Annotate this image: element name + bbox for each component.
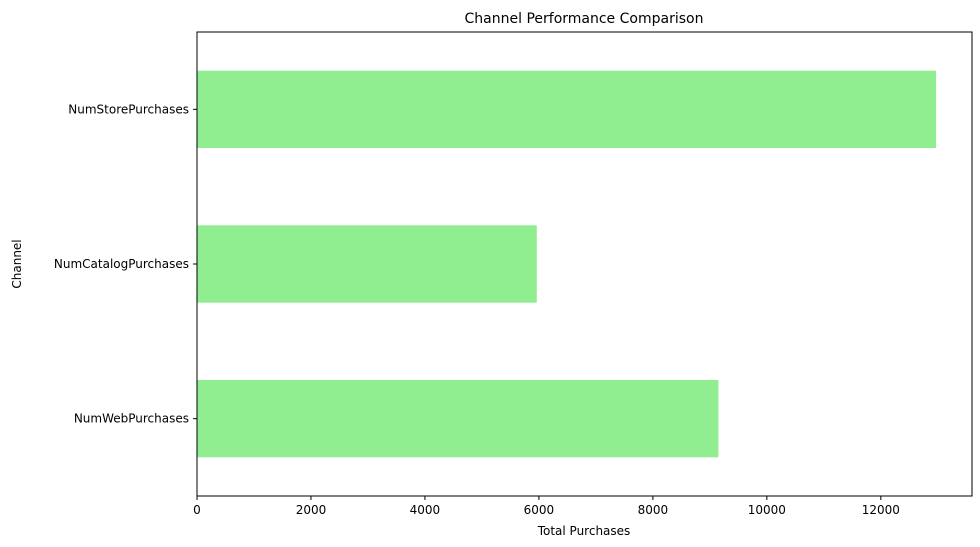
- bar-NumWebPurchases: [197, 380, 719, 458]
- bar-NumCatalogPurchases: [197, 225, 537, 303]
- x-tick-label: 2000: [296, 503, 327, 517]
- chart-title: Channel Performance Comparison: [465, 11, 704, 27]
- plot-area: [197, 70, 937, 458]
- x-tick-label: 8000: [638, 503, 669, 517]
- x-tick-label: 10000: [748, 503, 786, 517]
- x-axis: 0 2000 4000 6000 8000 10000 12000: [193, 496, 900, 517]
- x-tick-label: 0: [193, 503, 201, 517]
- y-tick-label: NumStorePurchases: [68, 102, 189, 116]
- x-tick-label: 12000: [862, 503, 900, 517]
- y-tick-label: NumWebPurchases: [74, 412, 189, 426]
- y-axis-title: Channel: [10, 239, 24, 288]
- y-axis: NumWebPurchases NumCatalogPurchases NumSto…: [54, 102, 197, 426]
- x-tick-label: 6000: [524, 503, 555, 517]
- x-axis-title: Total Purchases: [537, 524, 631, 538]
- y-tick-label: NumCatalogPurchases: [54, 257, 189, 271]
- x-tick-label: 4000: [410, 503, 441, 517]
- bar-NumStorePurchases: [197, 70, 937, 148]
